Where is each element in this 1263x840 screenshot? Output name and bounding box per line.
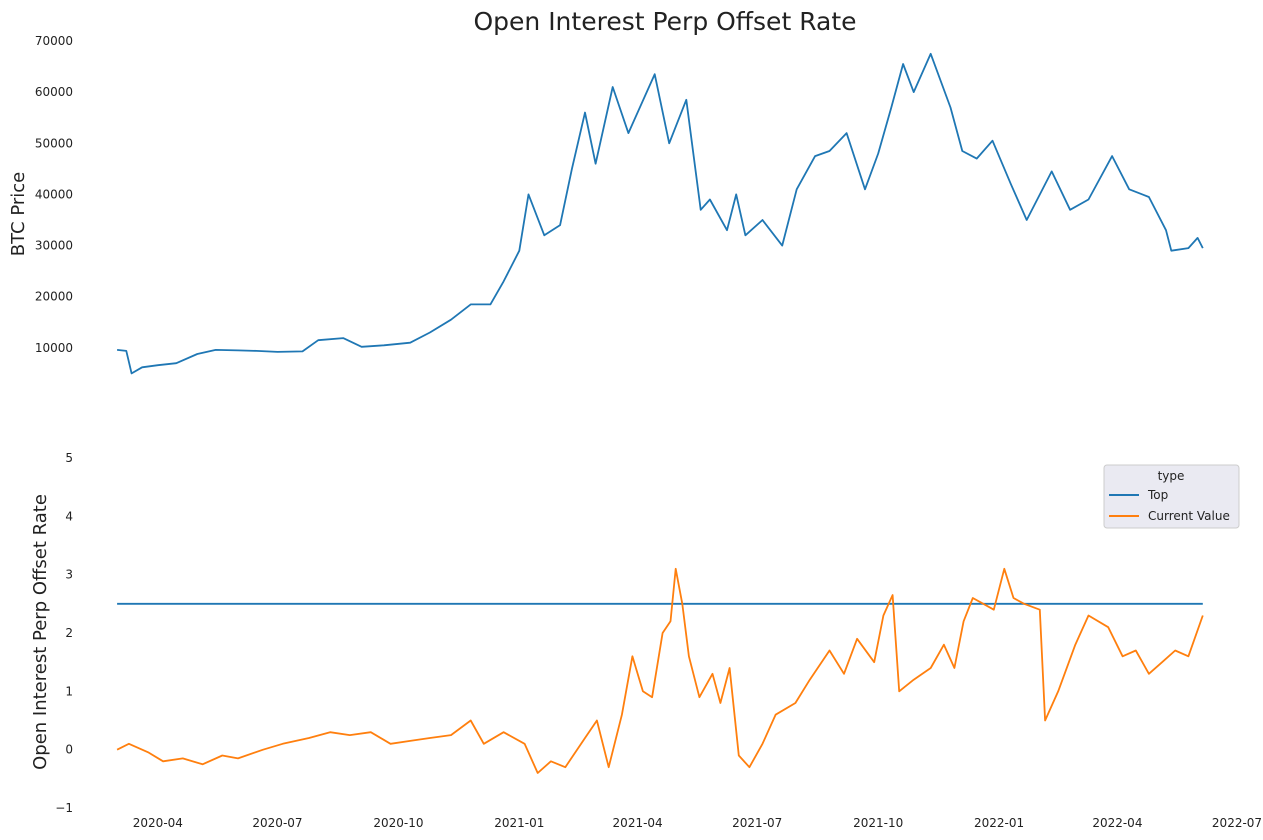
price-y-tick: 30000 bbox=[35, 239, 73, 253]
price-y-ticks: 10000 20000 30000 40000 50000 60000 70000 bbox=[35, 34, 73, 355]
price-y-tick: 70000 bbox=[35, 34, 73, 48]
offset-y-tick: 1 bbox=[65, 684, 73, 698]
offset-y-ticks: −1 0 1 2 3 4 5 bbox=[55, 451, 73, 815]
chart-title: Open Interest Perp Offset Rate bbox=[473, 7, 856, 36]
offset-x-tick: 2020-07 bbox=[252, 816, 302, 830]
offset-series-line-1 bbox=[116, 567, 1204, 774]
offset-y-tick: 3 bbox=[65, 568, 73, 582]
offset-y-tick: 4 bbox=[65, 509, 73, 523]
legend: type Top Current Value bbox=[1103, 464, 1240, 529]
offset-y-tick: 0 bbox=[65, 743, 73, 757]
legend-label-current-value: Current Value bbox=[1148, 509, 1230, 523]
legend-title: type bbox=[1158, 469, 1185, 483]
offset-y-tick: −1 bbox=[55, 801, 73, 815]
offset-y-tick: 5 bbox=[65, 451, 73, 465]
offset-x-tick: 2021-04 bbox=[613, 816, 663, 830]
price-panel: 10000 20000 30000 40000 50000 60000 70000 BTC … bbox=[8, 34, 1204, 375]
price-lines bbox=[117, 52, 1204, 375]
price-y-tick: 40000 bbox=[35, 187, 73, 201]
price-y-label: BTC Price bbox=[8, 172, 29, 257]
price-y-tick: 10000 bbox=[35, 341, 73, 355]
offset-x-tick: 2020-04 bbox=[133, 816, 183, 830]
offset-x-tick: 2021-01 bbox=[494, 816, 544, 830]
offset-x-tick: 2022-07 bbox=[1212, 816, 1262, 830]
price-series-line-0 bbox=[117, 52, 1204, 375]
offset-x-tick: 2020-10 bbox=[373, 816, 423, 830]
legend-box bbox=[1103, 464, 1240, 529]
offset-x-ticks: 2020-04 2020-07 2020-10 2021-01 2021-04 2021-… bbox=[133, 816, 1262, 830]
offset-lines bbox=[116, 567, 1204, 774]
offset-x-tick: 2021-07 bbox=[732, 816, 782, 830]
price-y-tick: 20000 bbox=[35, 290, 73, 304]
offset-y-label: Open Interest Perp Offset Rate bbox=[30, 494, 51, 770]
offset-x-tick: 2022-04 bbox=[1092, 816, 1142, 830]
offset-y-tick: 2 bbox=[65, 626, 73, 640]
price-y-tick: 60000 bbox=[35, 85, 73, 99]
offset-x-tick: 2021-10 bbox=[853, 816, 903, 830]
legend-label-top: Top bbox=[1147, 488, 1168, 502]
price-y-tick: 50000 bbox=[35, 136, 73, 150]
offset-x-tick: 2022-01 bbox=[974, 816, 1024, 830]
